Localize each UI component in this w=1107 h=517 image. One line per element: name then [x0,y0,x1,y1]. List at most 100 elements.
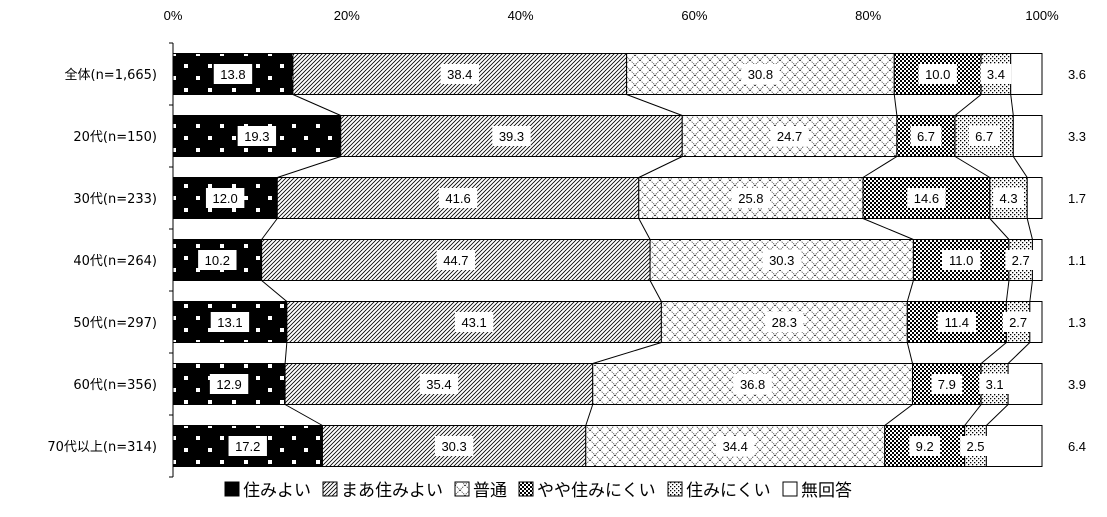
data-label-bg [1005,250,1037,270]
bar-segment-no-answer [1007,363,1043,405]
data-label: 3.4 [987,67,1005,82]
data-label: 41.6 [445,191,470,206]
legend-swatch [782,481,798,497]
data-label-bg [716,436,755,456]
series-line [638,156,683,178]
series-line [964,404,982,426]
data-label: 30.8 [748,67,773,82]
series-line [649,280,662,302]
data-label-bg [228,436,267,456]
data-label-bg [993,188,1024,208]
bar-segment-no-answer [1010,53,1043,95]
data-label: 12.9 [216,377,241,392]
legend-swatch [224,481,240,497]
data-label-bg [931,374,963,394]
data-label: 30.3 [441,439,466,454]
series-lines-layer [261,94,1033,426]
data-label-bg [918,64,957,84]
data-label: 25.8 [738,191,763,206]
data-label: 6.7 [975,129,993,144]
category-label: 全体(n=1,665) [65,67,158,83]
category-label: 20代(n=150) [73,130,157,145]
data-label-bg [733,374,772,394]
data-label: 30.3 [769,253,794,268]
data-label-no-answer: 6.4 [1068,439,1086,454]
series-line [1005,280,1010,302]
data-label-bg [454,312,494,332]
x-tick-label: 0% [164,8,183,23]
data-label-bg [909,436,941,456]
data-label-no-answer: 3.6 [1068,67,1086,82]
data-label-bg [213,64,253,84]
series-line [261,280,288,302]
data-label-bg [440,64,479,84]
data-label-bg [941,250,981,270]
legend-swatch [322,481,338,497]
x-tick-label: 20% [334,8,360,23]
category-label: 30代(n=233) [73,192,157,207]
data-label-bg [762,250,801,270]
bar-segment-no-answer [1012,115,1043,157]
data-label: 13.8 [220,67,245,82]
data-label-bg [937,312,977,332]
data-label-no-answer: 1.3 [1068,315,1086,330]
legend-label: 住みにくい [686,481,771,501]
legend-swatch [454,481,470,497]
data-label: 24.7 [777,129,802,144]
data-label: 11.4 [945,315,969,330]
x-tick-label: 40% [508,8,534,23]
data-label-bg [209,374,249,394]
data-label-bg [741,64,780,84]
data-label-bg [436,250,476,270]
data-label: 2.5 [966,439,984,454]
data-label: 17.2 [235,439,260,454]
series-line [986,404,1009,426]
data-label-no-answer: 1.1 [1068,253,1086,268]
series-line [906,342,914,364]
data-label: 10.0 [925,67,950,82]
series-line [277,156,341,178]
data-label-bg [237,126,277,146]
data-label-bg [434,436,474,456]
data-label-bg [770,126,809,146]
data-label-no-answer: 1.7 [1068,191,1086,206]
data-label: 14.6 [914,191,939,206]
data-label-bg [205,188,245,208]
data-label-bg [960,436,991,456]
series-line [1026,218,1033,240]
data-label: 11.0 [949,253,973,268]
data-label: 6.7 [917,129,935,144]
data-label: 35.4 [426,377,451,392]
series-line [284,342,288,364]
bar-segment [912,363,982,405]
legend: 住みよい まあ住みよい 普通 やや住みにくい 住みにくい 無回答 [224,481,852,501]
data-label: 39.3 [499,129,524,144]
series-line [954,94,982,116]
legend-label: 無回答 [801,481,852,501]
data-label-bg [980,64,1012,84]
x-tick-label: 100% [1025,8,1059,23]
series-line [893,94,898,116]
data-label-bg [907,188,946,208]
bar-segment-no-answer [1026,177,1043,219]
legend-label: 普通 [473,481,507,501]
category-label: 70代以上(n=314) [47,440,157,455]
x-tick-label: 80% [855,8,881,23]
series-line [980,342,1007,364]
series-line [954,156,991,178]
data-label: 2.7 [1009,315,1027,330]
data-label: 44.7 [443,253,468,268]
series-line [989,218,1010,240]
data-label-bg [438,188,478,208]
data-label: 2.7 [1012,253,1030,268]
data-label: 7.9 [938,377,956,392]
series-line [592,342,662,364]
series-line [585,404,594,426]
data-label-bg [419,374,459,394]
data-label: 38.4 [447,67,472,82]
data-label-bg [968,126,1000,146]
legend-swatch [518,481,534,497]
data-label: 43.1 [461,315,486,330]
